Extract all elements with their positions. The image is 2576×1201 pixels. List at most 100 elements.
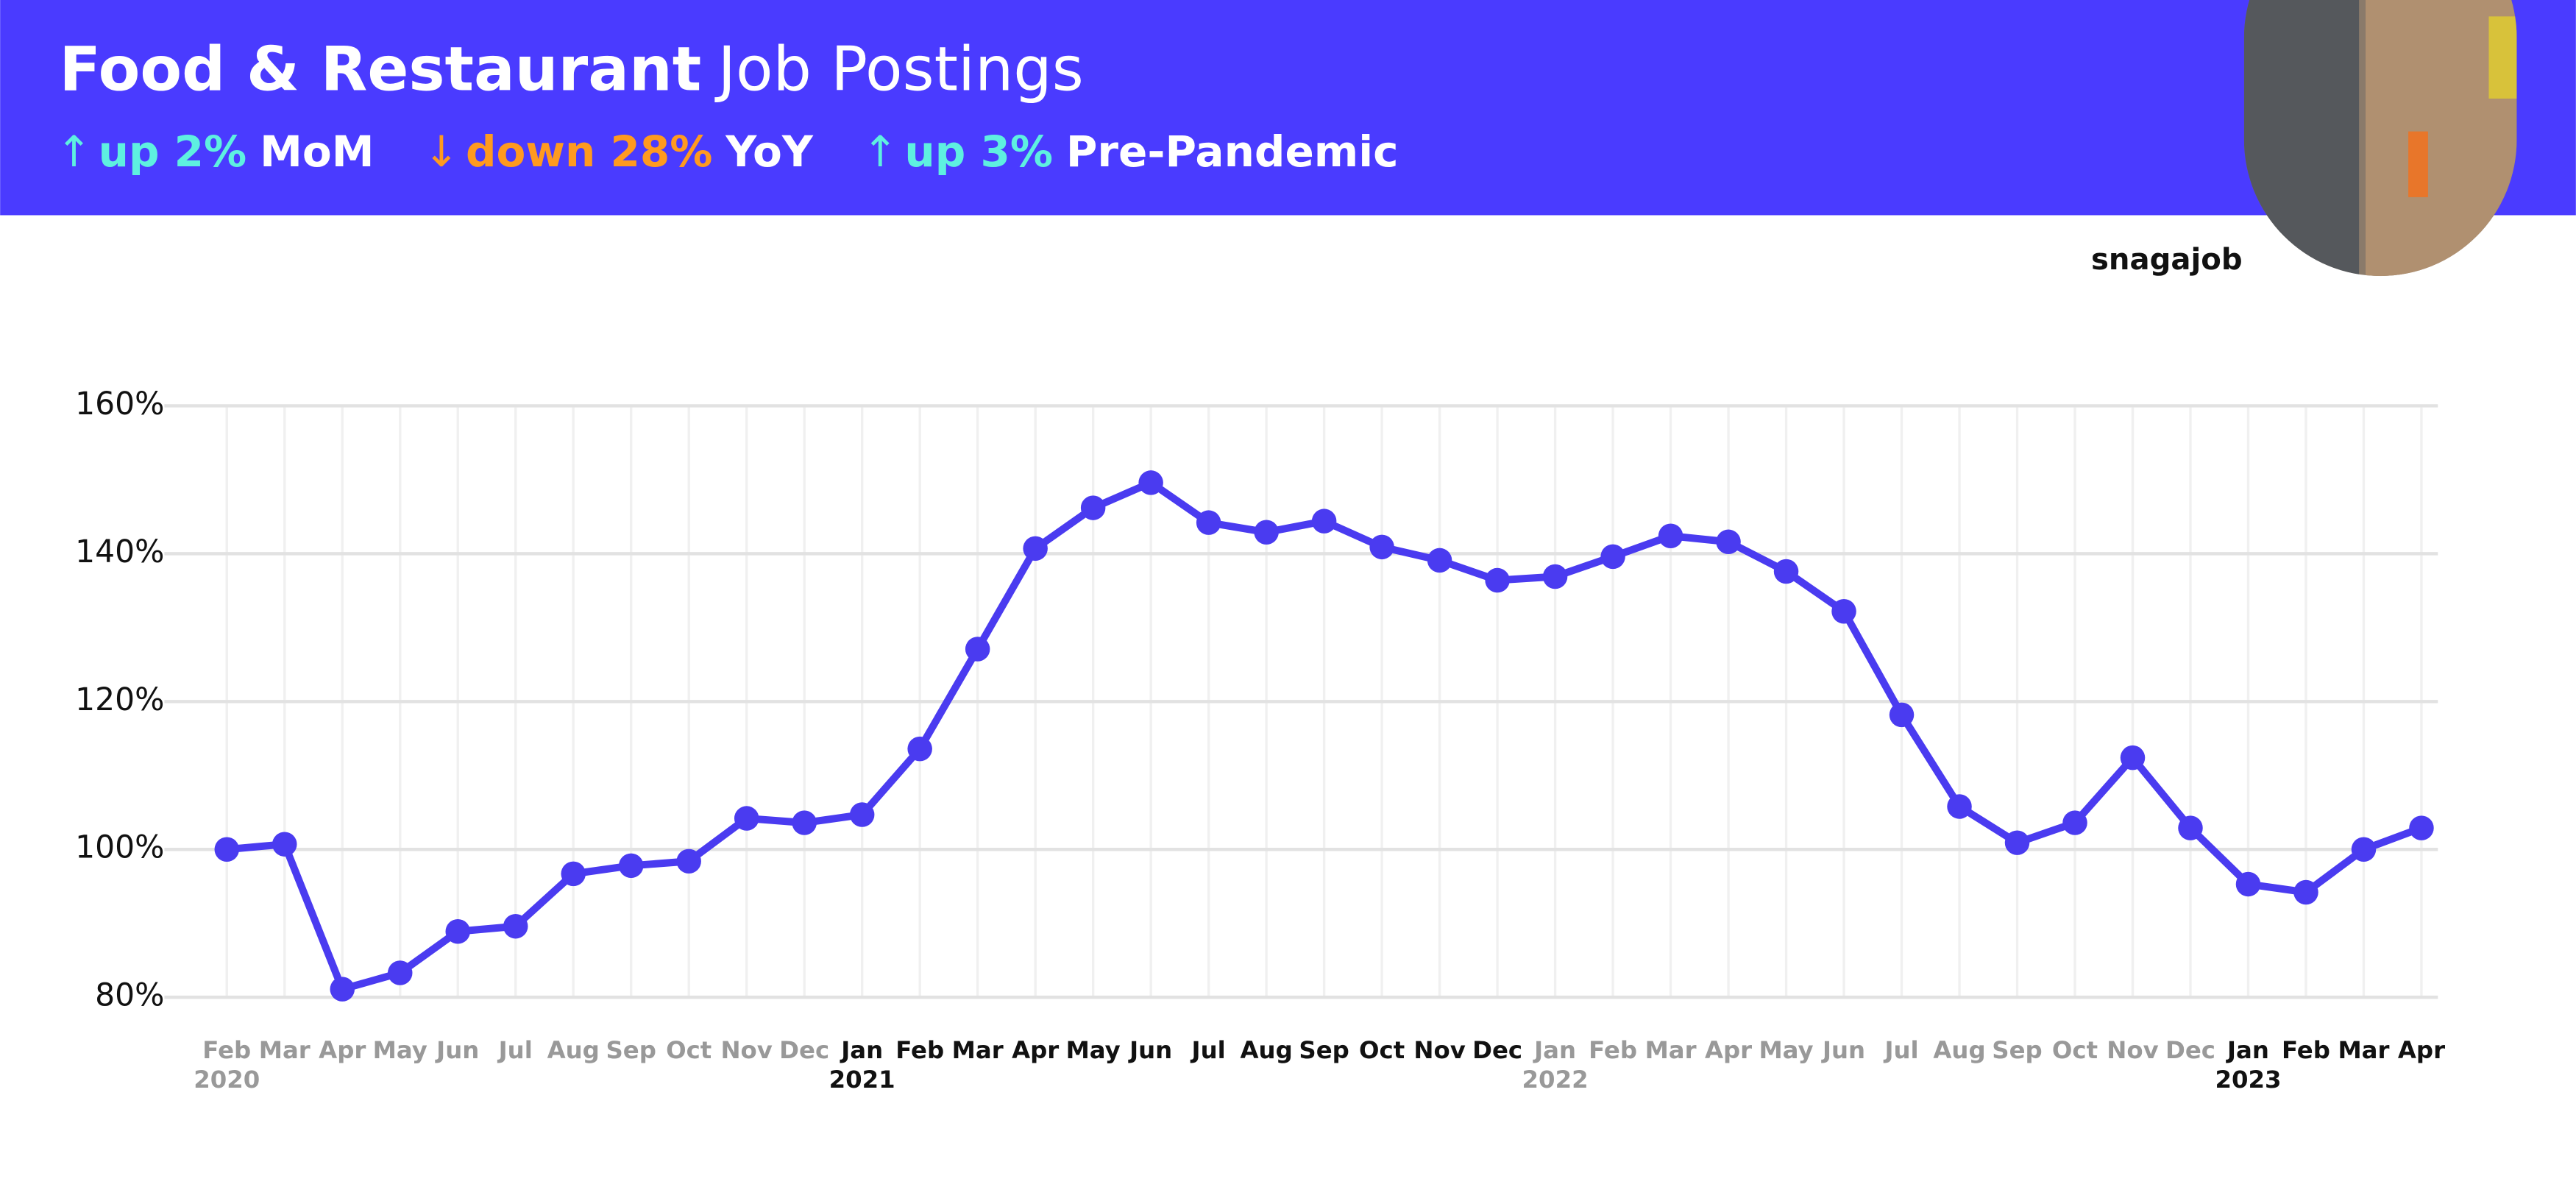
title-bold: Food & Restaurant (60, 35, 702, 105)
title: Food & Restaurant Job Postings (60, 35, 1084, 105)
point (792, 810, 817, 835)
x-year-label: 2020 (194, 1066, 260, 1094)
x-tick-label: May (1066, 1036, 1121, 1064)
title-light: Job Postings (714, 35, 1084, 105)
x-year-label: 2021 (829, 1066, 895, 1094)
point (1311, 509, 1337, 534)
stats: ↑ up 2% MoM ↓ down 28% YoY ↑ up 3% Pre-Pandemic (56, 127, 1398, 177)
point (1080, 495, 1106, 520)
point (1542, 564, 1568, 589)
point (1600, 544, 1625, 570)
x-tick-label: Nov (720, 1036, 772, 1064)
x-tick-label: Dec (1472, 1036, 1522, 1064)
x-tick-label: Dec (779, 1036, 829, 1064)
point (1773, 559, 1799, 584)
x-tick-label: Jan (1533, 1036, 1576, 1064)
point (1831, 598, 1856, 624)
y-tick-label: 160% (75, 386, 164, 422)
header-band (0, 0, 2576, 216)
x-tick-label: Aug (1240, 1036, 1292, 1064)
point (734, 806, 759, 831)
x-tick-label: Oct (666, 1036, 712, 1064)
logo: snagajob (2091, 243, 2243, 277)
x-tick-label: Apr (1012, 1036, 1059, 1064)
x-year-label: 2022 (1522, 1066, 1589, 1094)
stat-arrow: ↓ (423, 127, 459, 177)
point (1889, 702, 1915, 728)
x-tick-label: Oct (1359, 1036, 1405, 1064)
stat-change: up 2% (99, 127, 247, 177)
x-tick-label: Mar (259, 1036, 311, 1064)
point (1427, 548, 1452, 573)
x-tick-label: Aug (547, 1036, 600, 1064)
stat-label: MoM (260, 127, 374, 177)
x-tick-label: Sep (1992, 1036, 2042, 1064)
x-tick-label: Jan (2226, 1036, 2269, 1064)
point (849, 802, 875, 827)
x-tick-label: Feb (202, 1036, 251, 1064)
x-tick-label: Jul (497, 1036, 533, 1064)
y-tick-label: 140% (75, 534, 164, 570)
x-tick-label: Apr (2398, 1036, 2445, 1064)
point (2235, 871, 2261, 897)
stat-change: up 3% (904, 127, 1053, 177)
point (2062, 810, 2087, 835)
point (2409, 815, 2434, 840)
x-year-label: 2023 (2215, 1066, 2281, 1094)
x-tick-label: Jul (1191, 1036, 1226, 1064)
point (214, 837, 240, 862)
point (445, 919, 470, 944)
x-tick-label: Feb (2282, 1036, 2330, 1064)
stat-arrow: ↑ (56, 127, 92, 177)
point (1716, 529, 1741, 555)
point (2351, 837, 2377, 862)
point (1138, 470, 1163, 495)
x-tick-label: May (373, 1036, 427, 1064)
point (1947, 794, 1972, 819)
point (1023, 536, 1048, 561)
point (503, 913, 528, 939)
point (2120, 745, 2146, 770)
point (1254, 520, 1279, 545)
point (330, 977, 355, 1002)
point (965, 637, 990, 662)
point (272, 832, 297, 857)
x-tick-label: Dec (2165, 1036, 2215, 1064)
point (1485, 567, 1510, 593)
x-tick-label: Sep (606, 1036, 656, 1064)
x-tick-label: Jun (1821, 1036, 1865, 1064)
x-tick-label: Apr (1705, 1036, 1752, 1064)
x-tick-label: Mar (2338, 1036, 2389, 1064)
x-tick-label: Feb (1589, 1036, 1637, 1064)
y-tick-label: 80% (95, 978, 164, 1014)
stat-label: YoY (725, 127, 814, 177)
x-tick-label: Mar (952, 1036, 1004, 1064)
x-tick-label: Apr (319, 1036, 366, 1064)
point (561, 861, 586, 887)
stat-label: Pre-Pandemic (1066, 127, 1399, 177)
point (1196, 510, 1221, 535)
x-tick-label: May (1759, 1036, 1813, 1064)
x-tick-label: Nov (2107, 1036, 2158, 1064)
stat-change: down 28% (466, 127, 712, 177)
x-tick-label: Jun (1128, 1036, 1172, 1064)
point (907, 736, 932, 762)
point (1658, 523, 1683, 549)
y-tick-label: 120% (75, 682, 164, 718)
x-tick-label: Mar (1645, 1036, 1697, 1064)
x-tick-label: Oct (2052, 1036, 2098, 1064)
point (387, 960, 413, 985)
point (676, 849, 701, 874)
x-tick-label: Feb (895, 1036, 944, 1064)
photo (2243, 0, 2517, 277)
point (618, 853, 644, 879)
x-tick-label: Aug (1933, 1036, 1985, 1064)
point (2178, 815, 2203, 840)
x-tick-label: Jan (840, 1036, 883, 1064)
point (1369, 534, 1394, 560)
stat-arrow: ↑ (862, 127, 898, 177)
x-tick-label: Jun (435, 1036, 479, 1064)
x-tick-label: Jul (1883, 1036, 1918, 1064)
